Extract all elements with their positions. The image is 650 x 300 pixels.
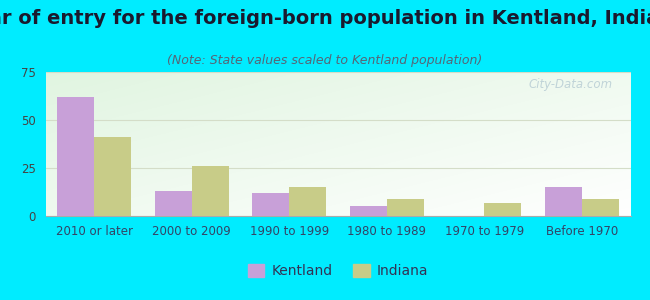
- Bar: [94, 137, 131, 216]
- Bar: [545, 187, 582, 216]
- Bar: [57, 97, 94, 216]
- Bar: [582, 199, 619, 216]
- Text: Year of entry for the foreign-born population in Kentland, Indiana: Year of entry for the foreign-born popul…: [0, 9, 650, 28]
- Bar: [484, 202, 521, 216]
- Bar: [350, 206, 387, 216]
- Text: City-Data.com: City-Data.com: [529, 78, 613, 91]
- Bar: [289, 187, 326, 216]
- Bar: [252, 193, 289, 216]
- Legend: Kentland, Indiana: Kentland, Indiana: [242, 259, 434, 284]
- Bar: [387, 199, 424, 216]
- Bar: [192, 166, 229, 216]
- Bar: [155, 191, 192, 216]
- Text: (Note: State values scaled to Kentland population): (Note: State values scaled to Kentland p…: [168, 54, 482, 67]
